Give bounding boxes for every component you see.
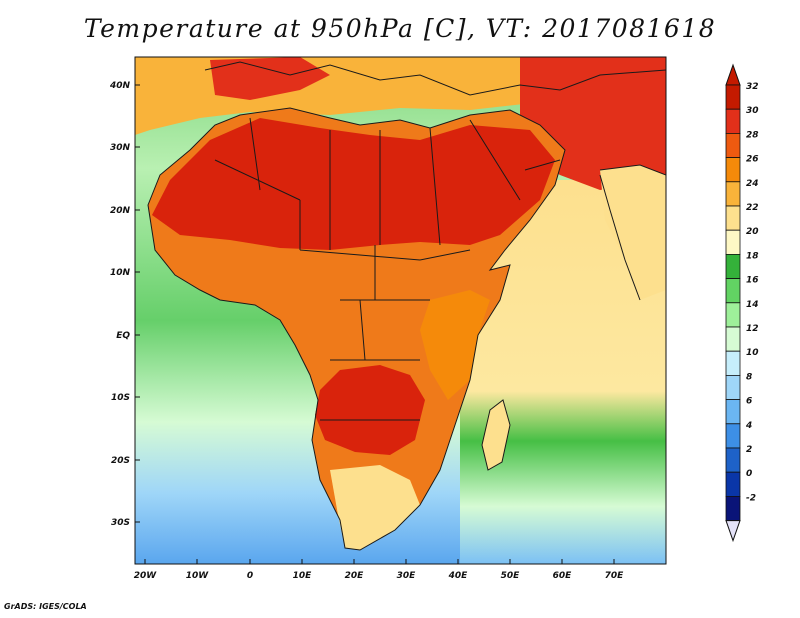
africa-coastline [147, 107, 566, 551]
colorbar-segment [725, 423, 741, 449]
colorbar-label: 2 [746, 445, 752, 455]
colorbar-label: 24 [746, 179, 759, 189]
south-africa-cool-zone [330, 465, 420, 550]
colorbar-segment [725, 181, 741, 207]
latitude-axis: 40N 30N 20N 10N EQ 10S 20S 30S [109, 81, 131, 528]
lon-label: 20W [134, 571, 158, 581]
lon-label: 30E [397, 571, 417, 581]
colorbar-label: 12 [746, 324, 759, 334]
colorbar-label: 22 [746, 203, 759, 213]
lat-label: 10S [111, 393, 130, 403]
map-title: Temperature at 950hPa [C], VT: 201708161… [83, 14, 717, 43]
colorbar-segment [725, 84, 741, 110]
colorbar-segment [725, 350, 741, 376]
colorbar-label: 20 [746, 227, 759, 237]
temperature-field [135, 57, 666, 564]
lat-label: 20S [111, 456, 130, 466]
colorbar-label: 16 [746, 276, 759, 286]
lon-label: 40E [448, 571, 469, 581]
latitude-ticks [135, 84, 140, 523]
lat-label: 30S [111, 518, 130, 528]
colorbar-label: 8 [746, 372, 752, 382]
grads-credit: GrADS: IGES/COLA [4, 602, 87, 611]
lon-label: 60E [553, 571, 573, 581]
east-africa-mild-zone [420, 290, 490, 400]
colorbar-label: 14 [746, 300, 759, 310]
colorbar-label: 4 [745, 421, 752, 431]
colorbar-segment [725, 302, 741, 328]
colorbar-segment [725, 326, 741, 352]
lat-label: 30N [110, 143, 131, 153]
colorbar-segment [725, 471, 741, 497]
colorbar-label: 10 [746, 348, 759, 358]
colorbar-label: 32 [746, 82, 759, 92]
madagascar [482, 400, 510, 470]
lat-label: EQ [116, 331, 130, 341]
colorbar-segment [725, 374, 741, 400]
colorbar-segment [725, 205, 741, 231]
boundary-lines [147, 61, 666, 551]
colorbar-label: 28 [746, 130, 759, 140]
colorbar-top-arrow [725, 63, 741, 86]
southern-africa-hot-zone [315, 365, 425, 455]
lon-label: 10E [293, 571, 313, 581]
colorbar-label: 6 [746, 397, 752, 407]
lon-label: 0 [247, 571, 253, 581]
colorbar-segment [725, 229, 741, 255]
europe-coastline [204, 61, 666, 96]
lat-label: 10N [110, 268, 131, 278]
lat-label: 40N [109, 81, 131, 91]
colorbar-segment [725, 278, 741, 304]
longitude-ticks [144, 559, 615, 564]
lon-label: 10W [186, 571, 210, 581]
colorbar-segment [725, 253, 741, 279]
colorbar-label: 30 [746, 106, 759, 116]
colorbar-segment [725, 108, 741, 134]
colorbar-segment [725, 447, 741, 473]
india-coastline [599, 164, 666, 301]
india-landmass [600, 165, 666, 300]
europe-hot-zone [210, 57, 330, 100]
colorbar-bottom-arrow [725, 520, 741, 543]
map-frame [134, 56, 667, 565]
country-borders [214, 117, 561, 421]
lon-label: 50E [501, 571, 521, 581]
colorbar-segment [725, 132, 741, 158]
lat-label: 20N [110, 206, 131, 216]
longitude-axis: 20W 10W 0 10E 20E 30E 40E 50E 60E 70E [134, 571, 624, 581]
sahara-hot-zone [152, 118, 555, 250]
colorbar-label: 26 [746, 155, 759, 165]
lon-label: 20E [345, 571, 365, 581]
colorbar-label: -2 [746, 493, 756, 503]
colorbar-segment [725, 157, 741, 183]
lon-label: 70E [605, 571, 625, 581]
colorbar-segment [725, 495, 741, 521]
madagascar-coastline [481, 399, 511, 471]
colorbar-label: 0 [746, 469, 752, 479]
colorbar-label: 18 [746, 251, 759, 261]
colorbar-segment [725, 399, 741, 425]
